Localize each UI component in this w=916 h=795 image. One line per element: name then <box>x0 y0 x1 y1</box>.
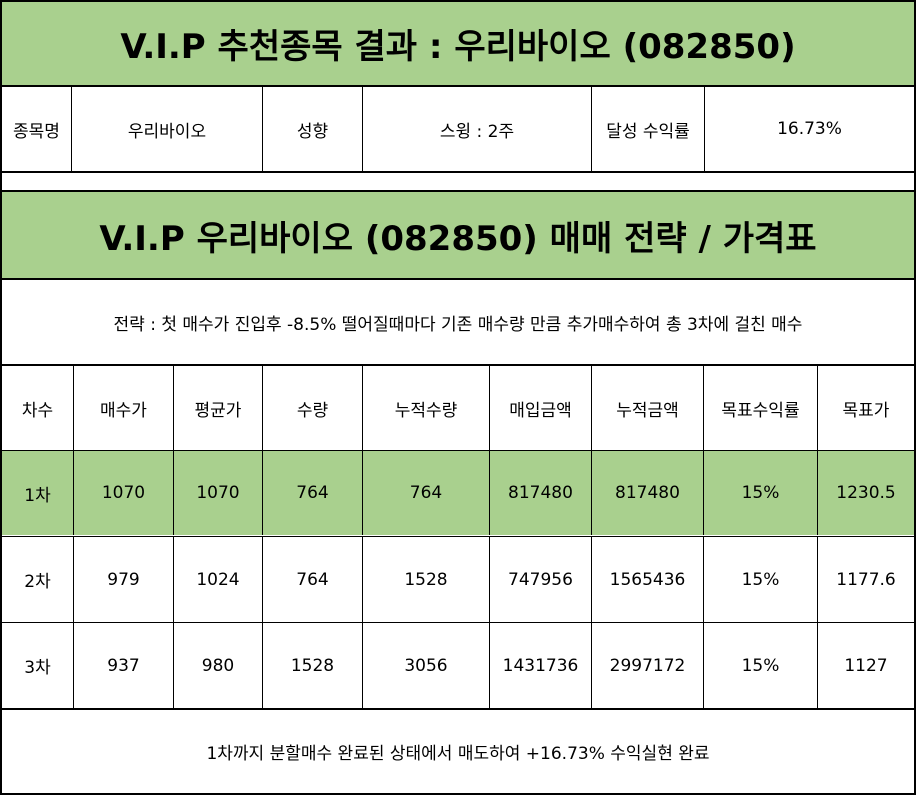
return-value: 16.73% <box>777 119 842 139</box>
cell-buy-amount: 1431736 <box>490 623 592 708</box>
header-target-price: 목표가 <box>842 400 890 421</box>
cell-round: 3차 <box>2 623 74 708</box>
header-qty: 수량 <box>263 366 363 450</box>
cell-avg-price: 1070 <box>174 451 263 535</box>
cell-buy-price: 937 <box>74 623 174 708</box>
return-label: 달성 수익률 <box>592 87 705 171</box>
header-cum-qty: 누적수량 <box>363 366 490 450</box>
stock-info-row: 종목명 우리바이오 성향 스윙 : 2주 달성 수익률 16.73% <box>2 87 914 171</box>
header-avg-price: 평균가 <box>174 366 263 450</box>
header-cum-amount: 누적금액 <box>592 366 704 450</box>
cell-target-price: 1127 <box>844 655 888 676</box>
cell-buy-amount: 747956 <box>490 537 592 622</box>
header-buy-amount: 매입금액 <box>490 366 592 450</box>
cell-buy-price: 979 <box>74 537 174 622</box>
cell-cum-qty: 1528 <box>363 537 490 622</box>
cell-cum-qty: 3056 <box>363 623 490 708</box>
cell-target-return: 15% <box>704 451 818 535</box>
result-title: V.I.P 추천종목 결과 : 우리바이오 (082850) <box>120 26 796 67</box>
spacer-row <box>2 173 914 190</box>
cell-buy-price: 1070 <box>74 451 174 535</box>
strategy-text: 전략 : 첫 매수가 진입후 -8.5% 떨어질때마다 기존 매수량 만큼 추가… <box>113 314 803 335</box>
cell-qty: 1528 <box>263 623 363 708</box>
table-header-row: 차수 매수가 평균가 수량 누적수량 매입금액 누적금액 목표수익률 목표가 <box>2 366 914 450</box>
cell-cum-amount: 817480 <box>592 451 704 535</box>
table-row: 2차 979 1024 764 1528 747956 1565436 15% … <box>2 537 914 622</box>
stock-type-label: 성향 <box>263 87 363 171</box>
stock-type-value: 스윙 : 2주 <box>363 87 592 171</box>
cell-avg-price: 980 <box>174 623 263 708</box>
stock-name-value: 우리바이오 <box>72 87 263 171</box>
cell-target-return: 15% <box>704 623 818 708</box>
stock-name-label: 종목명 <box>2 87 72 171</box>
header-buy-price: 매수가 <box>74 366 174 450</box>
cell-qty: 764 <box>263 537 363 622</box>
strategy-title: V.I.P 우리바이오 (082850) 매매 전략 / 가격표 <box>99 218 817 259</box>
header-target-return: 목표수익률 <box>704 366 818 450</box>
strategy-title-band: V.I.P 우리바이오 (082850) 매매 전략 / 가격표 <box>2 192 914 278</box>
cell-round: 1차 <box>2 451 74 535</box>
cell-cum-qty: 764 <box>363 451 490 535</box>
cell-target-price: 1177.6 <box>836 569 896 590</box>
cell-target-return: 15% <box>704 537 818 622</box>
header-round: 차수 <box>2 366 74 450</box>
cell-cum-amount: 2997172 <box>592 623 704 708</box>
result-footer-row: 1차까지 분할매수 완료된 상태에서 매도하여 +16.73% 수익실현 완료 <box>2 710 914 793</box>
result-title-band: V.I.P 추천종목 결과 : 우리바이오 (082850) <box>2 0 914 86</box>
cell-target-price: 1230.5 <box>836 483 896 503</box>
strategy-row: 전략 : 첫 매수가 진입후 -8.5% 떨어질때마다 기존 매수량 만큼 추가… <box>2 280 914 364</box>
result-footer-text: 1차까지 분할매수 완료된 상태에서 매도하여 +16.73% 수익실현 완료 <box>206 744 710 764</box>
table-row: 1차 1070 1070 764 764 817480 817480 15% 1… <box>2 451 914 535</box>
cell-qty: 764 <box>263 451 363 535</box>
table-row: 3차 937 980 1528 3056 1431736 2997172 15%… <box>2 623 914 708</box>
cell-buy-amount: 817480 <box>490 451 592 535</box>
cell-cum-amount: 1565436 <box>592 537 704 622</box>
cell-round: 2차 <box>2 537 74 622</box>
cell-avg-price: 1024 <box>174 537 263 622</box>
